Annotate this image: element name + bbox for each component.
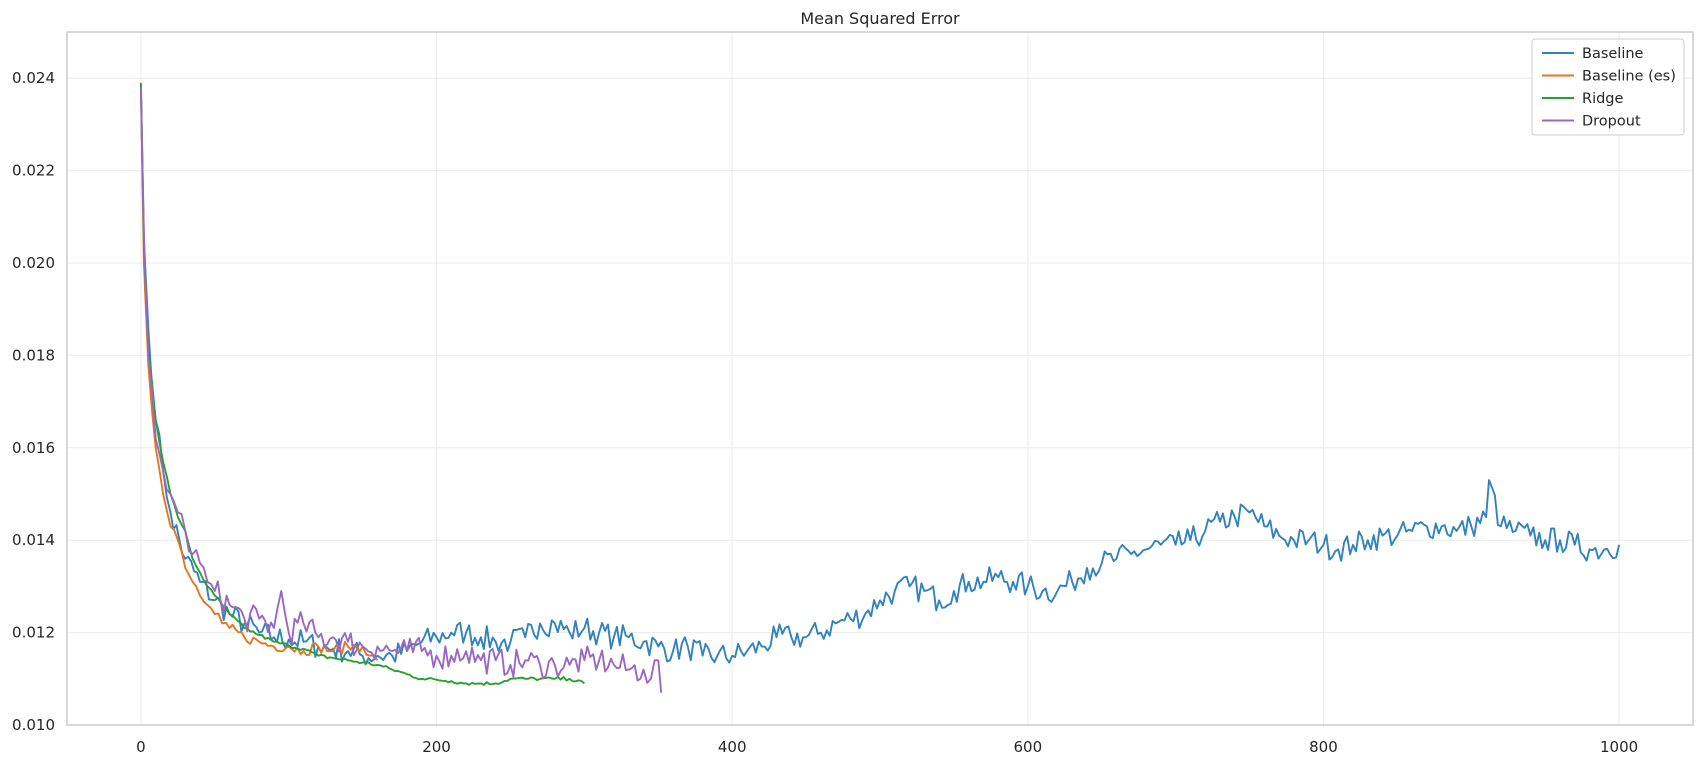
- x-axis-ticks: 0 200 400 600 800 1000: [136, 738, 1638, 756]
- y-tick-label: 0.024: [12, 69, 55, 87]
- x-tick-label: 0: [136, 738, 146, 756]
- y-axis-ticks: 0.010 0.012 0.014 0.016 0.018 0.020 0.022 0.024: [12, 69, 55, 734]
- y-tick-label: 0.018: [12, 346, 55, 364]
- series-line-ridge: [139, 82, 585, 686]
- plot-frame: [66, 31, 1694, 726]
- y-tick-label: 0.020: [12, 254, 55, 272]
- legend-label: Dropout: [1582, 114, 1641, 130]
- x-tick-label: 800: [1309, 738, 1338, 756]
- series-lines: [139, 82, 1621, 693]
- x-tick-label: 1000: [1600, 738, 1638, 756]
- series-line-dropout: [139, 87, 663, 693]
- legend: Baseline Baseline (es) Ridge Dropout: [1531, 38, 1685, 136]
- y-tick-label: 0.010: [12, 716, 55, 734]
- x-tick-label: 200: [422, 738, 451, 756]
- y-tick-label: 0.012: [12, 624, 55, 642]
- series-line-baseline-es: [139, 87, 379, 661]
- legend-label: Baseline (es): [1582, 69, 1676, 85]
- legend-label: Baseline: [1582, 46, 1644, 62]
- x-tick-label: 400: [718, 738, 747, 756]
- y-tick-label: 0.022: [12, 162, 55, 180]
- y-tick-label: 0.016: [12, 439, 55, 457]
- y-tick-label: 0.014: [12, 531, 55, 549]
- x-tick-label: 600: [1013, 738, 1042, 756]
- series-line-baseline: [139, 87, 1621, 666]
- legend-box: [1531, 38, 1685, 136]
- grid-lines: [67, 32, 1693, 726]
- chart-title: Mean Squared Error: [800, 9, 960, 28]
- legend-label: Ridge: [1582, 91, 1624, 107]
